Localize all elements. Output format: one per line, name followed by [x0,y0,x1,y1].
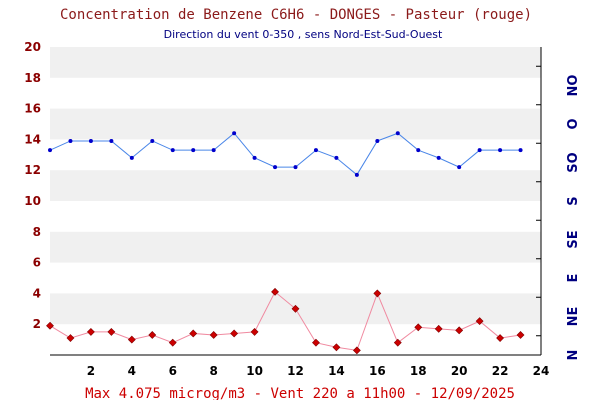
y-tick-label: 6 [33,256,41,270]
data-point [518,148,523,153]
data-point [395,131,400,136]
data-point [393,338,402,347]
background-bands [50,47,541,325]
data-point [252,155,257,160]
x-axis-ticks: 2 4 6 8 10 12 14 16 18 20 22 24 [87,364,550,378]
y-tick-label: 12 [24,163,41,177]
data-point [230,329,239,338]
data-point [88,138,93,143]
direction-label: O [566,118,581,129]
data-point [191,148,196,153]
data-point [312,338,320,347]
x-tick-label: 2 [87,364,95,378]
y-tick-label: 20 [24,40,41,54]
direction-label: SE [566,230,581,248]
y-axis-ticks: 2 4 6 8 10 12 14 16 18 20 [24,40,41,331]
data-point [127,335,136,344]
band [50,170,541,201]
x-tick-label: 8 [209,364,217,378]
chart-subtitle: Direction du vent 0-350 , sens Nord-Est-… [164,28,443,41]
data-point [354,172,359,177]
data-point [293,165,298,170]
data-point [373,289,382,298]
data-point [436,155,441,160]
data-point [313,148,318,153]
axes [50,47,542,356]
x-tick-label: 22 [492,364,509,378]
data-point [271,287,279,296]
y-tick-label: 10 [24,194,41,208]
direction-label: NE [566,307,581,327]
y-tick-label: 14 [24,132,41,146]
data-point [129,155,134,160]
x-tick-label: 10 [246,364,263,378]
data-point [66,334,75,342]
data-point [475,317,484,326]
series-line [49,132,521,176]
data-point [498,148,503,153]
direction-label: N [566,350,581,361]
data-point [209,331,218,339]
data-point [457,165,462,170]
data-point [334,155,339,160]
x-tick-label: 12 [287,364,304,378]
data-series [46,131,525,355]
x-tick-label: 18 [410,364,427,378]
y-tick-label: 18 [24,71,41,85]
chart-title: Concentration de Benzene C6H6 - DONGES -… [60,7,532,23]
x-tick-label: 14 [328,364,345,378]
data-point [109,138,114,143]
data-point [455,326,464,335]
x-tick-label: 24 [533,364,550,378]
data-point [291,304,300,313]
wind-direction-axis: N NE E SE S SO O NO [536,65,581,361]
x-tick-label: 4 [128,364,136,378]
data-point [496,334,505,342]
data-point [332,343,341,352]
y-tick-label: 4 [33,286,41,300]
data-point [414,323,423,332]
y-tick-label: 2 [33,317,41,331]
x-tick-label: 16 [369,364,386,378]
data-point [516,331,525,339]
data-point [168,338,177,347]
data-point [86,327,95,336]
data-point [434,324,443,333]
chart-footer: Max 4.075 microg/m3 - Vent 220 a 11h00 -… [85,386,515,400]
x-tick-label: 20 [451,364,468,378]
direction-label: SO [566,152,581,172]
data-point [107,327,116,336]
data-point [416,148,421,153]
data-point [170,148,175,153]
data-point [232,131,237,136]
data-point [211,148,216,153]
data-point [477,148,482,153]
data-point [150,138,155,143]
direction-label: NO [566,75,581,97]
data-point [46,321,54,330]
band [50,231,541,263]
x-tick-label: 6 [169,364,177,378]
band [50,47,541,78]
data-point [189,329,198,338]
direction-label: E [566,274,581,283]
y-tick-label: 16 [24,102,41,116]
data-point [273,165,278,170]
band [50,108,541,140]
data-point [250,327,259,336]
data-point [148,331,157,339]
y-tick-label: 8 [33,225,41,239]
data-point [48,148,52,153]
data-point [375,138,380,143]
direction-label: S [566,196,581,205]
data-point [352,346,361,355]
data-point [68,138,73,143]
